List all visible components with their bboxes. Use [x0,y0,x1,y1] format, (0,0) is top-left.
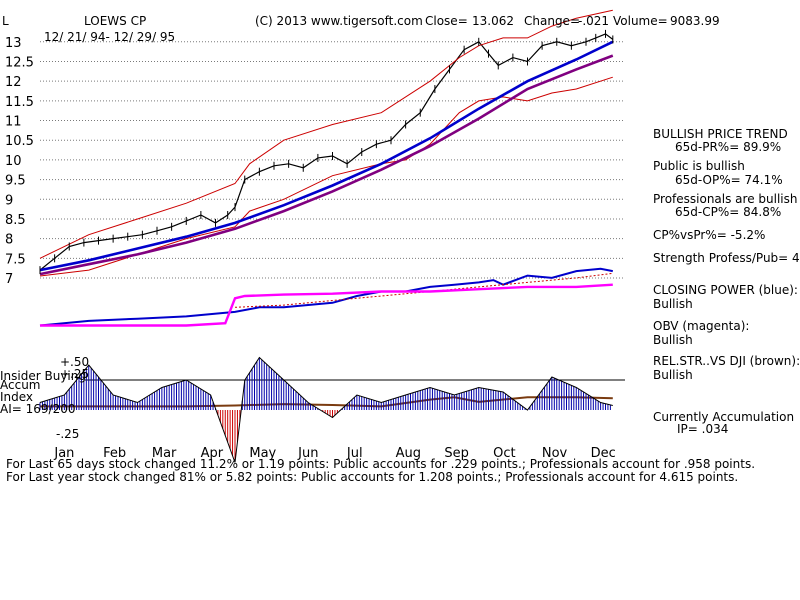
cp-vs-pr: CP%vsPr%= -5.2% [653,228,766,242]
y-tick-label: 7.5 [5,252,26,267]
change-label: Change= [524,14,580,28]
public-title: Public is bullish [653,159,745,173]
date-range: 12/ 21/ 94- 12/ 29/ 95 [44,30,176,44]
month-label: Dec [591,446,616,461]
symbol-letter: L [2,14,9,28]
volume-value: 9083.99 [670,14,720,28]
y-tick-label: 13 [5,36,22,51]
trend-stat: 65d-PR%= 89.9% [675,140,782,154]
series-moving-average-blue- [39,40,614,272]
price-series-layer [39,9,614,277]
close-value: 13.062 [472,14,514,28]
trend-title: BULLISH PRICE TREND [653,127,788,141]
accumulation-label: Currently Accumulation [653,410,795,424]
series-upper-band [39,9,613,259]
ai-value: AI= 169/200 [0,402,76,416]
y-tick-label: 10 [5,154,22,169]
y-tick-label: 10.5 [5,134,34,149]
accumulation-histogram [39,356,625,463]
price-axis-labels: 7 7.5 8 8.5 9 9.5 10 10.5 11 11.5 12 12.5 13 [5,36,34,287]
month-label: Jun [297,446,318,461]
y-tick-label: 12.5 [5,55,34,70]
accumulation-value: IP= .034 [677,422,729,436]
y-tick-label: 12 [5,75,22,90]
accum-label: Accum [0,378,41,392]
copyright-text: (C) 2013 www.tigersoft.com [255,14,423,28]
y-tick-label: 11.5 [5,95,34,110]
tick-bottom: -.25 [56,427,80,441]
footer-line-2: For Last year stock changed 81% or 5.82 … [6,470,739,484]
y-tick-label: 11 [5,115,22,130]
series-moving-average-purple- [39,54,614,276]
month-label: Jan [53,446,74,461]
month-label: Mar [152,446,177,461]
hist-trend-line [39,356,613,463]
insider-buying-label: Insider Buying [0,369,86,383]
change-value: -.021 [578,14,610,28]
y-tick-label: 7 [5,272,13,287]
month-label: Jul [346,446,363,461]
footer-line-1: For Last 65 days stock changed 11.2% or … [6,457,756,471]
tick-mid: +.25 [60,367,90,381]
index-label: Index [0,390,34,404]
company-name: LOEWS CP [84,14,147,28]
obv-label: OBV (magenta): [653,319,750,333]
public-stat: 65d-OP%= 74.1% [675,173,783,187]
indicator-closing-power-ma [234,272,613,308]
month-label: Feb [103,446,126,461]
tick-top: +.50 [60,355,90,369]
month-label: Apr [201,446,224,461]
indicator-obv [40,283,613,327]
obv-value: Bullish [653,333,693,347]
relstr-value: Bullish [653,368,693,382]
indicator-closing-power [39,267,613,327]
lower-indicator-layer [39,267,613,408]
month-axis-labels: Jan Feb Mar Apr May Jun Jul Aug Sep Oct Nov Dec [53,446,615,461]
month-label: Oct [493,446,515,461]
series-price [39,33,614,271]
month-label: Nov [542,446,568,461]
y-tick-label: 8 [5,233,13,248]
month-label: Aug [396,446,421,461]
strength-ratio: Strength Profess/Pub= 4.2 [653,251,800,265]
y-tick-label: 8.5 [5,213,26,228]
closing-power-label: CLOSING POWER (blue): [653,283,798,297]
close-label: Close= [425,14,468,28]
volume-label: Volume= [613,14,668,28]
y-tick-label: 9.5 [5,174,26,189]
series-lower-band [39,76,613,277]
relstr-label: REL.STR..VS DJI (brown): [653,354,800,368]
closing-power-value: Bullish [653,297,693,311]
month-label: Sep [444,446,469,461]
y-tick-label: 9 [5,193,13,208]
professionals-stat: 65d-CP%= 84.8% [675,205,782,219]
month-label: May [249,446,276,461]
professionals-title: Professionals are bullish [653,192,798,206]
